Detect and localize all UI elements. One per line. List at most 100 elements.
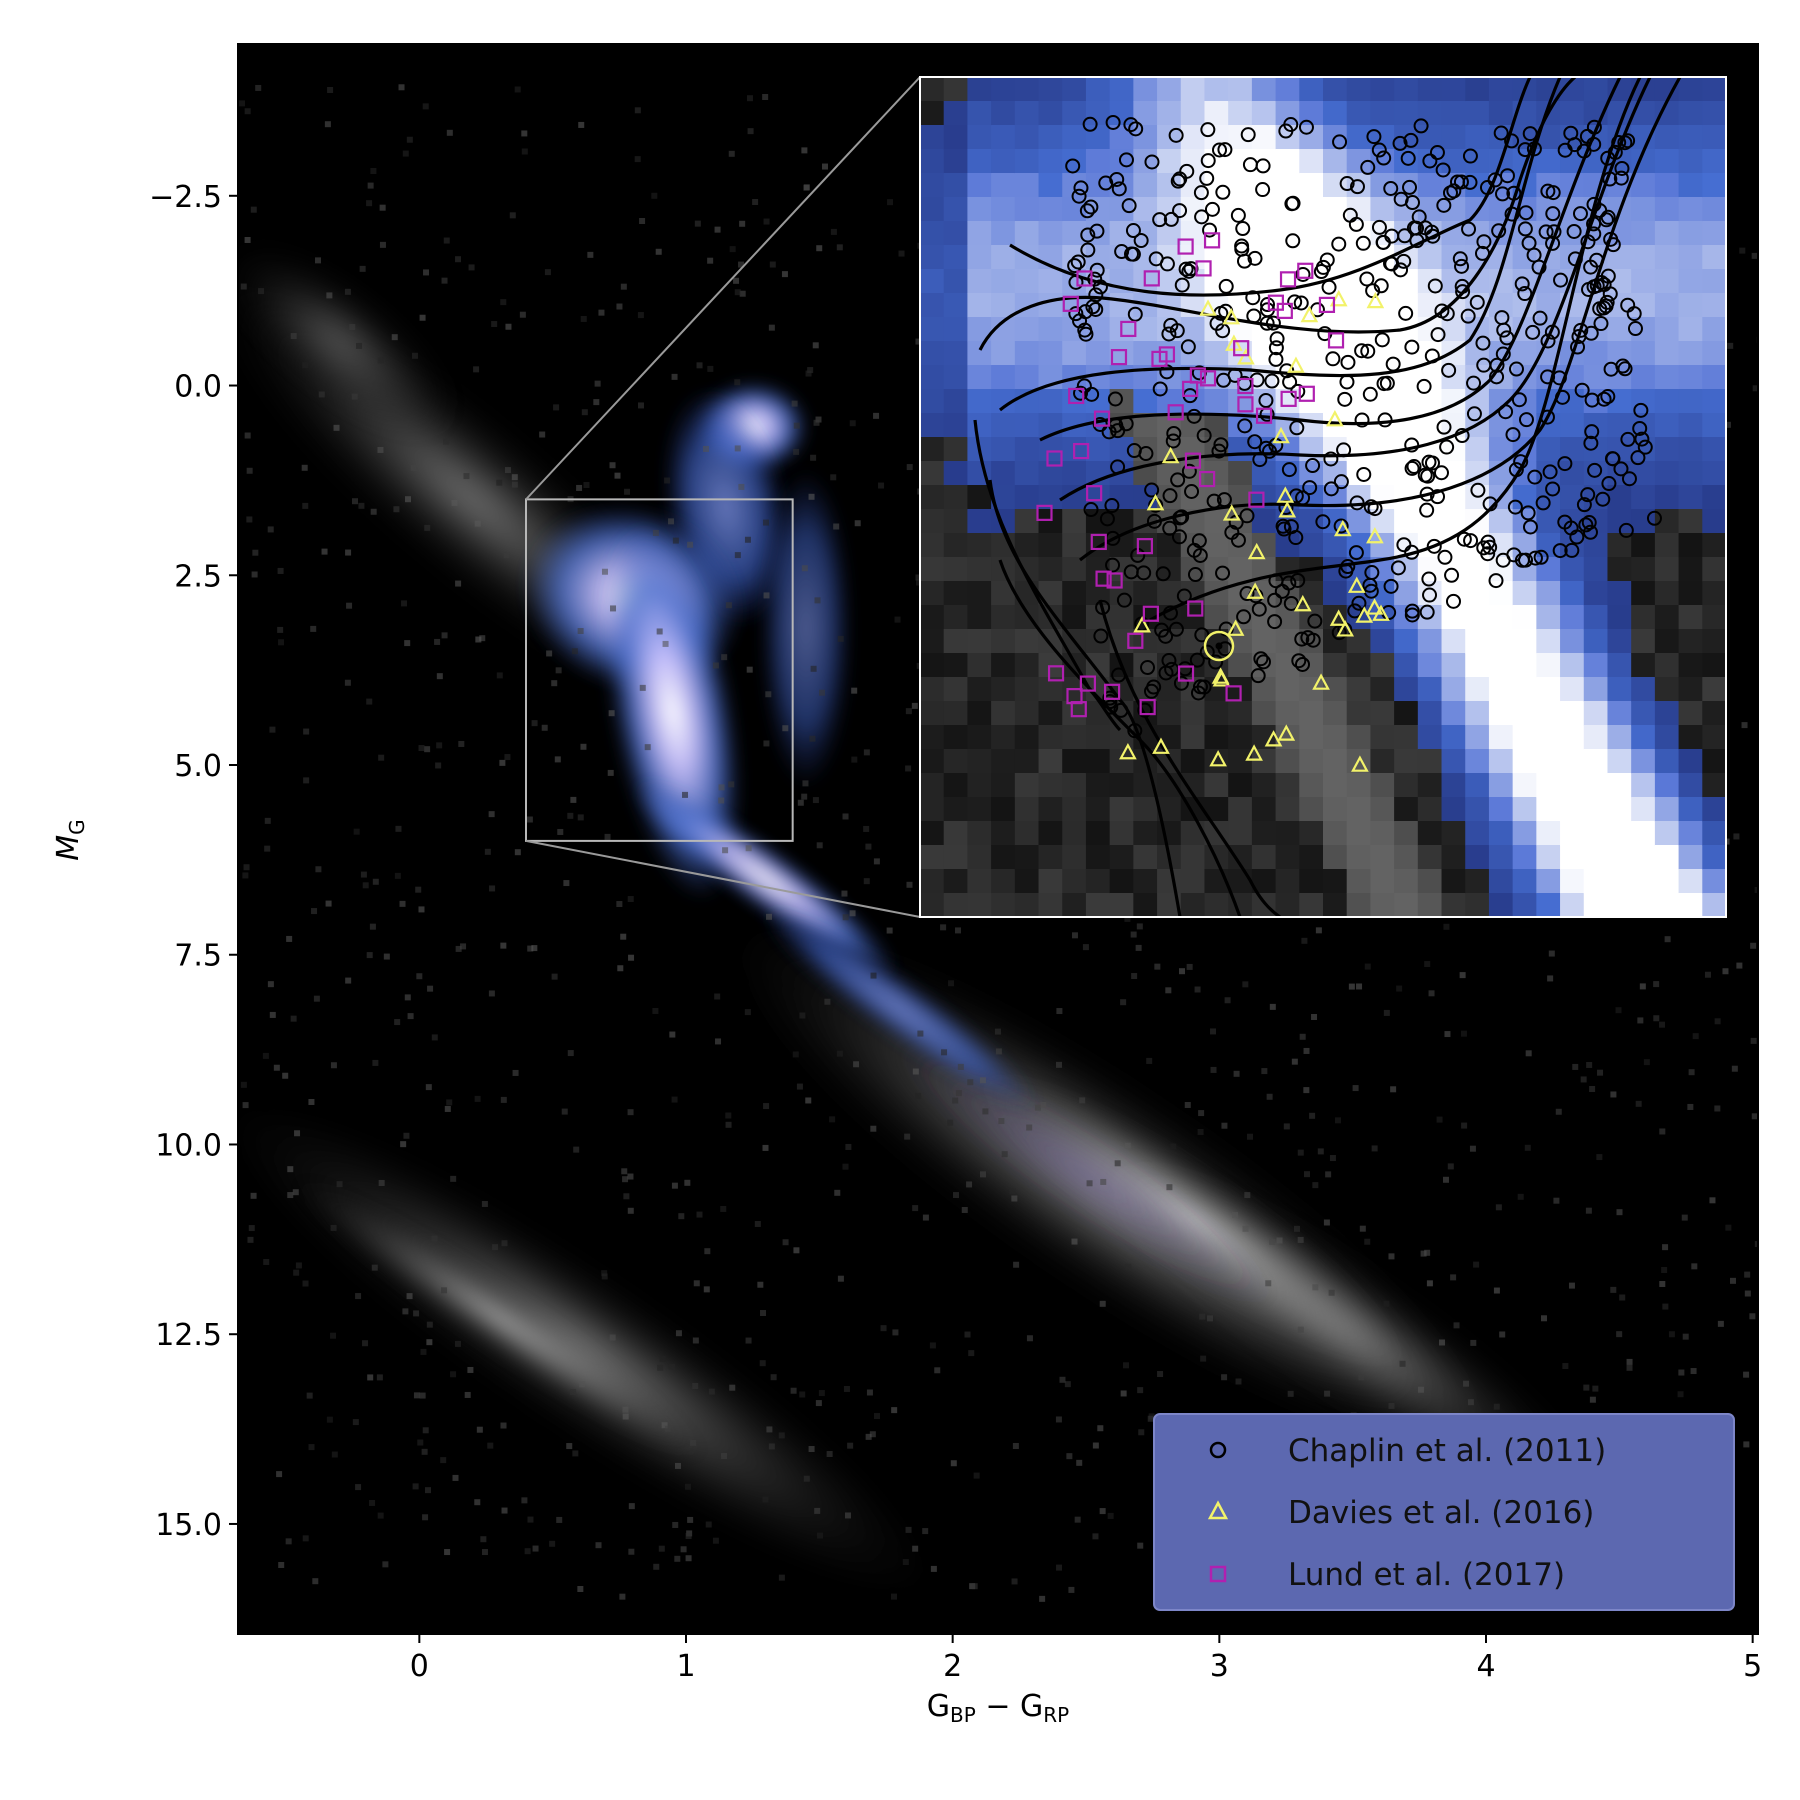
inset-pixel bbox=[1678, 173, 1703, 198]
noise-pixel bbox=[998, 1118, 1005, 1125]
noise-pixel bbox=[1596, 1154, 1603, 1161]
inset-pixel bbox=[943, 773, 968, 798]
chaplin-point bbox=[1544, 324, 1560, 340]
inset-pixel bbox=[1062, 773, 1087, 798]
density-blob bbox=[761, 468, 851, 789]
inset-pixel bbox=[920, 173, 945, 198]
chaplin-point bbox=[1170, 472, 1186, 488]
inset-pixel bbox=[1583, 77, 1608, 102]
noise-pixel bbox=[1396, 985, 1403, 992]
inset-pixel bbox=[1038, 125, 1063, 150]
lund-point bbox=[1195, 260, 1212, 277]
inset-pixel bbox=[1631, 653, 1656, 678]
noise-pixel bbox=[250, 206, 257, 213]
inset-pixel bbox=[1678, 437, 1703, 462]
inset-pixel bbox=[1038, 173, 1063, 198]
inset-pixel bbox=[967, 269, 992, 294]
noise-pixel bbox=[314, 257, 321, 264]
noise-pixel bbox=[607, 769, 614, 776]
noise-pixel bbox=[595, 1542, 602, 1549]
inset-pixel bbox=[1323, 77, 1348, 102]
noise-pixel bbox=[1242, 1225, 1249, 1232]
noise-pixel bbox=[444, 1549, 451, 1556]
lund-point bbox=[1142, 605, 1159, 622]
inset-pixel bbox=[1323, 797, 1348, 822]
noise-pixel bbox=[419, 1392, 426, 1399]
inset-pixel bbox=[1014, 773, 1040, 798]
chaplin-point bbox=[1173, 675, 1189, 691]
noise-pixel bbox=[431, 1034, 438, 1041]
inset-pixel bbox=[967, 773, 992, 798]
y-tick-label: −2.5 bbox=[149, 180, 222, 215]
noise-pixel bbox=[671, 1096, 678, 1103]
inset-data-points bbox=[1036, 114, 1662, 772]
inset-pixel bbox=[1536, 893, 1561, 917]
inset-pixel bbox=[1394, 821, 1419, 846]
noise-pixel bbox=[1731, 1065, 1738, 1072]
noise-pixel bbox=[242, 1102, 249, 1109]
chaplin-point bbox=[1630, 450, 1646, 466]
chaplin-point bbox=[1390, 560, 1406, 576]
noise-pixel bbox=[326, 292, 333, 299]
chaplin-point bbox=[1427, 278, 1443, 294]
noise-pixel bbox=[1324, 1390, 1331, 1397]
chaplin-point bbox=[1603, 231, 1619, 247]
inset-pixel bbox=[1536, 581, 1561, 606]
chaplin-point bbox=[1319, 252, 1335, 268]
noise-pixel bbox=[553, 404, 560, 411]
noise-pixel bbox=[687, 1516, 694, 1523]
noise-pixel bbox=[377, 1512, 384, 1519]
noise-pixel bbox=[418, 906, 425, 913]
chaplin-point bbox=[1315, 259, 1331, 275]
inset-pixel bbox=[1346, 797, 1371, 822]
noise-pixel bbox=[410, 464, 417, 471]
inset-pixel bbox=[1607, 245, 1632, 270]
inset-pixel bbox=[1014, 725, 1040, 750]
chaplin-point bbox=[1446, 183, 1462, 199]
noise-pixel bbox=[694, 220, 701, 227]
chaplin-point bbox=[1295, 490, 1311, 506]
noise-pixel bbox=[1283, 1123, 1290, 1130]
noise-pixel bbox=[1297, 1236, 1304, 1243]
noise-pixel bbox=[1420, 1250, 1427, 1257]
inset-pixel bbox=[1370, 677, 1395, 702]
noise-pixel bbox=[366, 952, 373, 959]
noise-pixel bbox=[812, 342, 819, 349]
chaplin-point bbox=[1351, 595, 1367, 611]
inset-pixel bbox=[967, 197, 992, 222]
noise-pixel bbox=[752, 199, 759, 206]
inset-pixel bbox=[1228, 701, 1253, 726]
inset-pixel bbox=[1512, 725, 1537, 750]
chaplin-point bbox=[1436, 197, 1452, 213]
chaplin-point bbox=[1084, 386, 1100, 402]
density-blob bbox=[760, 905, 1038, 1110]
chaplin-point bbox=[1371, 142, 1387, 158]
inset-pixel bbox=[1228, 797, 1253, 822]
inset-pixel bbox=[1085, 125, 1111, 150]
noise-pixel bbox=[371, 1264, 378, 1271]
inset-pixel bbox=[1062, 605, 1087, 630]
lund-point bbox=[1255, 407, 1273, 424]
inset-pixel bbox=[1251, 749, 1277, 774]
y-tick-label: 12.5 bbox=[155, 1318, 222, 1353]
chaplin-point bbox=[1363, 583, 1379, 599]
inset-pixel bbox=[1109, 149, 1134, 174]
inset-pixel bbox=[1014, 437, 1040, 462]
noise-pixel bbox=[372, 1059, 379, 1066]
inset-pixel bbox=[1702, 221, 1726, 246]
chaplin-point bbox=[1180, 339, 1196, 355]
sun-symbol bbox=[1203, 630, 1235, 662]
inset-pixel bbox=[1062, 797, 1087, 822]
inset-pixel bbox=[1180, 341, 1205, 366]
chaplin-point bbox=[1196, 427, 1212, 443]
inset-pixel bbox=[1512, 341, 1537, 366]
inset-pixel bbox=[1583, 797, 1608, 822]
noise-pixel bbox=[378, 1179, 385, 1186]
noise-pixel bbox=[580, 315, 587, 322]
noise-pixel bbox=[379, 241, 386, 248]
noise-pixel bbox=[763, 592, 770, 599]
noise-pixel bbox=[863, 825, 870, 832]
inset-pixel bbox=[943, 581, 968, 606]
inset-pixel bbox=[920, 509, 945, 534]
inset-pixel bbox=[1441, 197, 1466, 222]
